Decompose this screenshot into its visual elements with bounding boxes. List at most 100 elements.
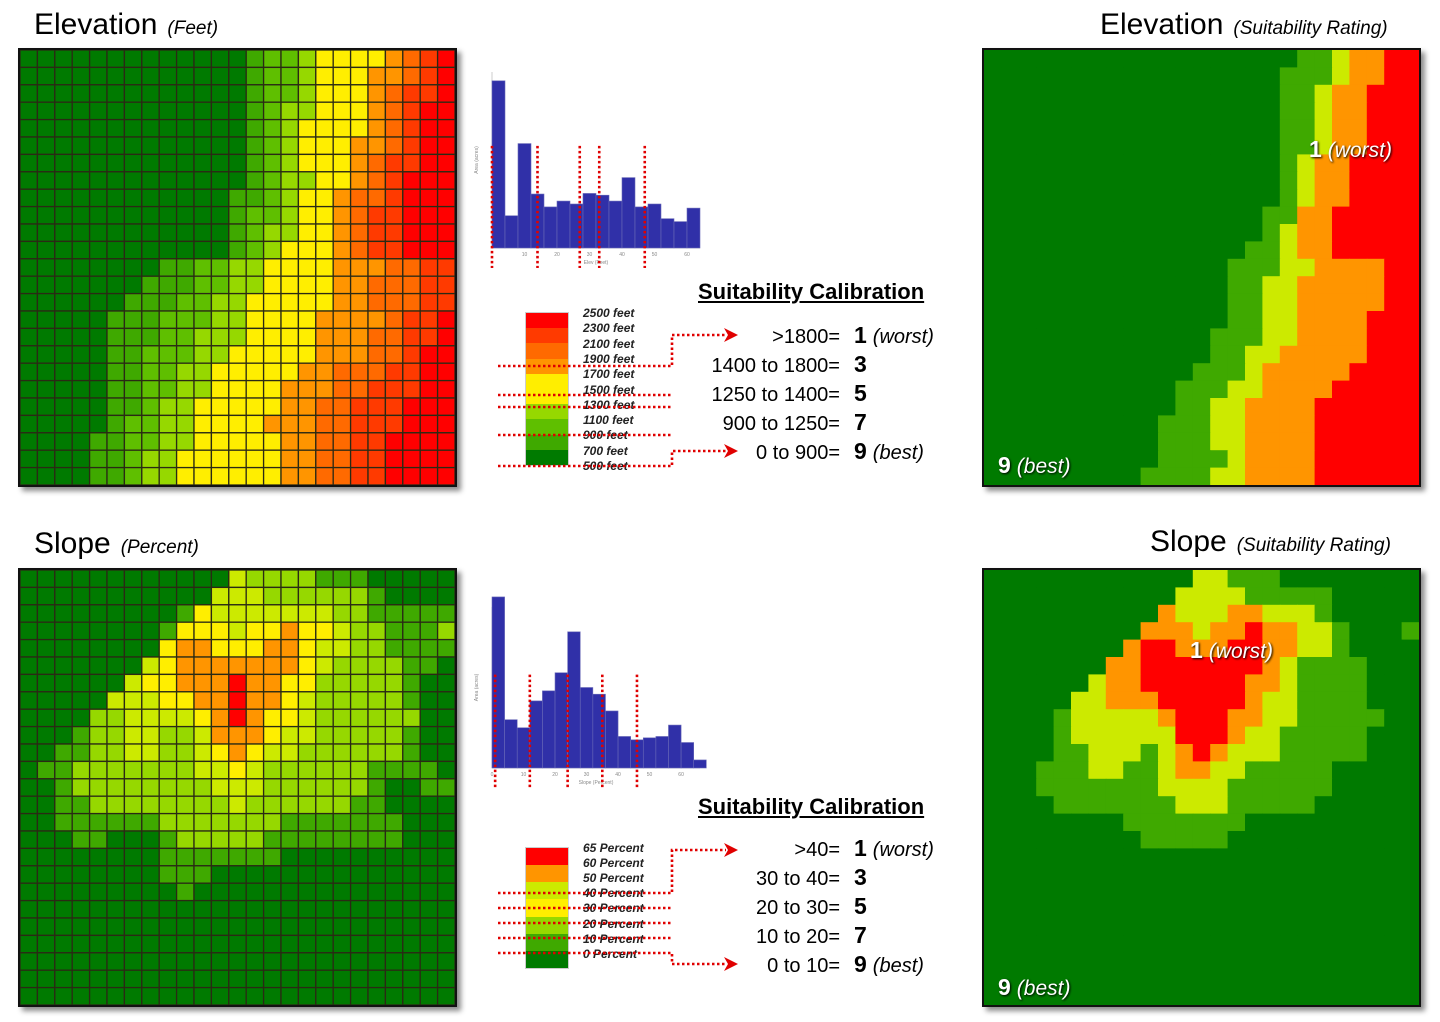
- grid-cell: [349, 101, 369, 121]
- histogram-bar: [630, 739, 644, 769]
- suitability-cell: [1071, 189, 1089, 208]
- grid-cell: [141, 205, 160, 225]
- suitability-cell: [1366, 691, 1385, 710]
- suitability-cell: [1279, 415, 1298, 434]
- suitability-cell: [1227, 276, 1246, 295]
- grid-cell: [228, 760, 247, 780]
- suitability-cell: [1053, 241, 1072, 260]
- grid-cell: [123, 812, 143, 832]
- grid-cell: [332, 760, 352, 780]
- grid-cell: [123, 136, 143, 156]
- grid-cell: [36, 604, 56, 623]
- suitability-cell: [1366, 154, 1385, 173]
- grid-cell: [175, 638, 195, 658]
- grid-cell: [245, 292, 265, 312]
- grid-cell: [297, 865, 317, 884]
- suitability-cell: [1384, 241, 1403, 260]
- grid-cell: [36, 449, 56, 469]
- suitability-cell: [1227, 883, 1246, 902]
- grid-cell: [123, 743, 143, 763]
- suitability-cell: [1053, 796, 1072, 815]
- suitability-cell: [1366, 831, 1385, 849]
- grid-cell: [88, 830, 108, 850]
- suitability-cell: [1384, 970, 1403, 989]
- grid-cell: [297, 830, 317, 850]
- suitability-cell: [1175, 432, 1194, 451]
- suitability-cell: [1175, 848, 1194, 867]
- x-tick-label: 10: [522, 252, 528, 258]
- grid-cell: [36, 621, 56, 641]
- grid-cell: [297, 795, 317, 815]
- grid-cell: [332, 691, 352, 710]
- suitability-cell: [1071, 450, 1089, 469]
- x-tick-label: 0: [491, 772, 494, 778]
- grid-cell: [436, 899, 455, 919]
- elevation-suitability-grid: [984, 50, 1419, 485]
- grid-cell: [280, 153, 300, 173]
- suitability-cell: [1262, 50, 1281, 68]
- grid-cell: [245, 432, 265, 451]
- grid-cell: [175, 986, 195, 1005]
- grid-cell: [141, 570, 160, 589]
- elevation-suitability-map: 1 (worst) 9 (best): [982, 48, 1421, 487]
- suitability-cell: [1366, 50, 1385, 68]
- grid-cell: [384, 449, 404, 469]
- rule-range: 1250 to 1400=: [711, 384, 840, 406]
- suitability-cell: [1332, 604, 1350, 623]
- suitability-cell: [1314, 987, 1333, 1005]
- suitability-cell: [1384, 137, 1403, 155]
- suitability-cell: [984, 276, 1002, 295]
- rule-score: 3: [854, 351, 867, 377]
- grid-cell: [193, 153, 213, 173]
- histogram-bar: [579, 687, 594, 769]
- grid-cell: [36, 327, 56, 347]
- grid-cell: [193, 118, 213, 138]
- suitability-cell: [1192, 813, 1211, 832]
- grid-cell: [106, 101, 126, 121]
- grid-cell: [158, 414, 178, 434]
- grid-cell: [367, 952, 387, 971]
- suitability-cell: [1123, 415, 1142, 434]
- suitability-cell: [1018, 639, 1037, 658]
- suitability-cell: [1158, 935, 1176, 954]
- grid-cell: [88, 327, 108, 347]
- grid-cell: [175, 899, 195, 919]
- grid-cell: [332, 917, 352, 937]
- slope-legend-label: 65 Percent: [583, 841, 644, 855]
- grid-cell: [245, 66, 265, 86]
- grid-cell: [106, 673, 126, 693]
- suitability-cell: [1297, 415, 1316, 434]
- grid-cell: [193, 466, 213, 485]
- grid-cell: [141, 725, 160, 745]
- grid-cell: [419, 414, 439, 434]
- grid-cell: [262, 50, 282, 69]
- suitability-cell: [1245, 206, 1263, 225]
- suitability-cell: [1071, 987, 1089, 1005]
- grid-cell: [228, 414, 247, 434]
- grid-cell: [123, 691, 143, 710]
- suitability-cell: [1384, 467, 1403, 485]
- grid-cell: [332, 414, 352, 434]
- grid-cell: [349, 258, 369, 277]
- grid-cell: [158, 743, 178, 763]
- grid-cell: [210, 171, 230, 190]
- suitability-cell: [1105, 709, 1124, 728]
- suitability-cell: [1123, 674, 1142, 693]
- grid-cell: [349, 725, 369, 745]
- grid-cell: [71, 812, 91, 832]
- grid-cell: [175, 604, 195, 623]
- suitability-cell: [1279, 778, 1298, 797]
- grid-cell: [262, 952, 282, 971]
- grid-cell: [228, 570, 247, 589]
- suitability-cell: [1227, 102, 1246, 121]
- grid-cell: [245, 778, 265, 797]
- suitability-cell: [1384, 171, 1403, 190]
- grid-cell: [297, 258, 317, 277]
- suitability-cell: [1036, 311, 1055, 329]
- grid-cell: [402, 865, 421, 884]
- grid-cell: [315, 379, 334, 399]
- grid-cell: [280, 275, 300, 295]
- suitability-cell: [1105, 970, 1124, 989]
- suitability-cell: [1314, 622, 1333, 641]
- grid-cell: [436, 917, 455, 937]
